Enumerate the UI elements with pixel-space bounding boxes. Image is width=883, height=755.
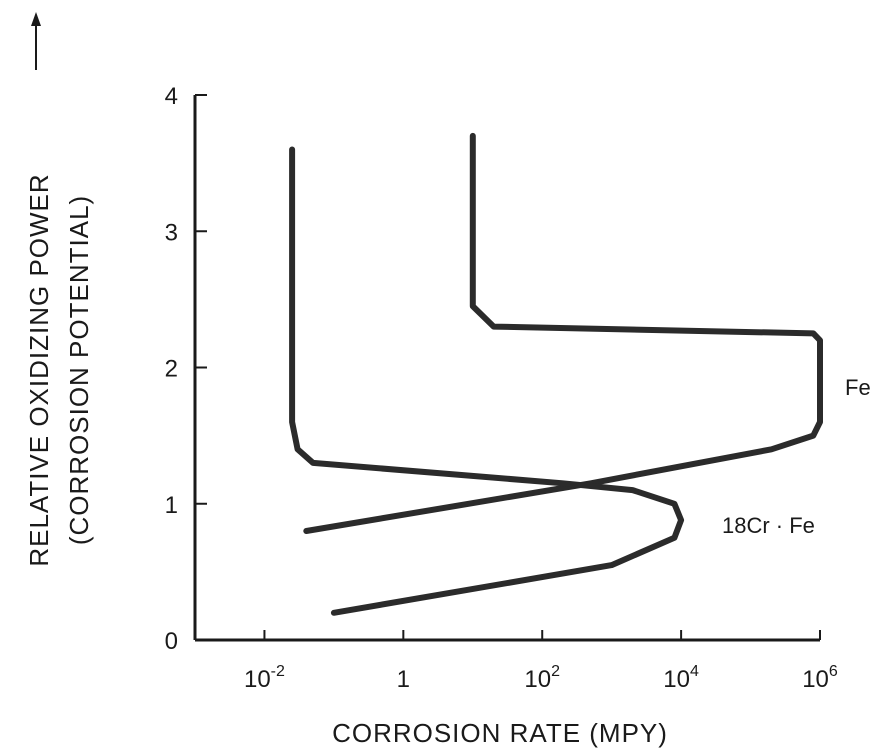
x-tick-label-0: 10-2 [244,663,285,693]
y-axis-title-line-1: RELATIVE OXIDIZING POWER [24,173,54,566]
x-tick-label-4: 106 [802,663,838,693]
x-axis-title: CORROSION RATE (MPY) [332,718,668,748]
y-tick-label-4: 4 [165,83,178,110]
y-tick-label-2: 2 [165,356,178,383]
series-line-18cr-fe [289,146,685,616]
x-tick-label-3: 104 [663,663,699,693]
x-tick-label-1: 1 [397,666,410,693]
series-line-fe [303,132,823,534]
series-lines [289,132,823,616]
y-tick-label-3: 3 [165,219,178,246]
y-tick-label-1: 1 [165,492,178,519]
ticks [195,94,821,641]
series-label-fe: Fe [845,375,871,400]
axes [193,95,820,642]
y-tick-label-0: 0 [165,628,178,655]
tick-labels: 10-2 1 102 104 106 0 1 2 3 4 [165,83,838,693]
y-axis-title-line-2: (CORROSION POTENTIAL) [64,195,94,545]
x-tick-label-2: 102 [524,663,560,693]
y-axis-arrow [31,12,41,70]
series-label-18cr-fe: 18Cr · Fe [722,513,815,538]
